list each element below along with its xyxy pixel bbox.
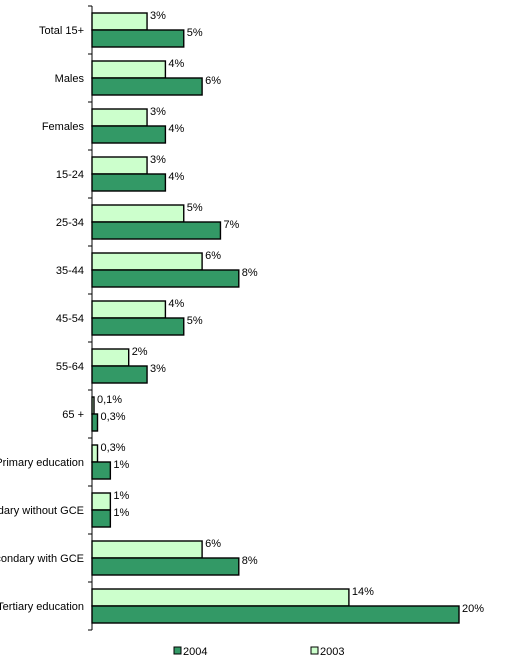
- bar-2003: [91, 156, 148, 175]
- category-label: 45-54: [56, 313, 84, 325]
- bar-2004: [91, 509, 112, 528]
- bar-2004: [91, 173, 167, 192]
- value-label-2003: 1%: [113, 490, 129, 502]
- category-labels: Total 15+ Males Females 15-24 25-34 35-44 45-5…: [0, 25, 84, 613]
- bar-2004: [91, 269, 240, 288]
- category-label: 35-44: [56, 265, 84, 277]
- category-label: 15-24: [56, 169, 84, 181]
- value-label-2003: 4%: [168, 58, 184, 70]
- legend-label-2003: 2003: [320, 646, 344, 658]
- bar-2004: [91, 365, 148, 384]
- value-label-2004: 1%: [113, 459, 129, 471]
- value-label-2004: 1%: [113, 507, 129, 519]
- category-label: Total 15+: [39, 25, 84, 37]
- value-labels: 3%5%4%6%3%4%3%4%5%7%6%8%4%5%2%3%0,1%0,3%…: [97, 10, 484, 615]
- value-label-2004: 5%: [187, 315, 203, 327]
- bar-2003: [91, 444, 99, 463]
- value-label-2004: 8%: [242, 555, 258, 567]
- value-label-2004: 5%: [187, 27, 203, 39]
- category-label: Secondary with GCE: [0, 553, 84, 565]
- value-label-2003: 2%: [132, 346, 148, 358]
- value-label-2003: 14%: [352, 586, 374, 598]
- bar-2003: [91, 492, 112, 511]
- category-label: 65 +: [62, 409, 84, 421]
- bar-2003: [91, 12, 148, 31]
- category-label: Females: [42, 121, 85, 133]
- bar-2004: [91, 221, 222, 240]
- bar-2004: [91, 605, 460, 624]
- bars-group: [91, 12, 460, 624]
- bar-2004: [91, 413, 99, 432]
- bar-2003: [91, 300, 167, 319]
- value-label-2003: 3%: [150, 106, 166, 118]
- bar-2003: [91, 108, 148, 127]
- bar-2003: [91, 588, 350, 607]
- legend-swatch-2003: [310, 646, 319, 655]
- category-label: Tertiary education: [0, 601, 84, 613]
- value-label-2003: 5%: [187, 202, 203, 214]
- category-label: 55-64: [56, 361, 84, 373]
- bar-2003: [91, 252, 203, 271]
- value-label-2004: 0,3%: [101, 411, 126, 423]
- category-label: Secondary without GCE: [0, 505, 84, 517]
- value-label-2003: 0,3%: [101, 442, 126, 454]
- value-label-2004: 4%: [168, 123, 184, 135]
- bar-2003: [91, 348, 130, 367]
- value-label-2004: 3%: [150, 363, 166, 375]
- value-label-2003: 4%: [168, 298, 184, 310]
- value-label-2004: 8%: [242, 267, 258, 279]
- bar-2004: [91, 125, 167, 144]
- category-label: 25-34: [56, 217, 84, 229]
- value-label-2003: 3%: [150, 10, 166, 22]
- category-label: Males: [55, 73, 85, 85]
- bar-2003: [91, 540, 203, 559]
- bar-2004: [91, 29, 185, 48]
- value-label-2004: 7%: [223, 219, 239, 231]
- bar-2004: [91, 77, 203, 96]
- bar-2003: [91, 204, 185, 223]
- legend: 2004 2003: [173, 646, 344, 658]
- value-label-2003: 3%: [150, 154, 166, 166]
- value-label-2004: 4%: [168, 171, 184, 183]
- value-label-2004: 6%: [205, 75, 221, 87]
- legend-label-2004: 2004: [183, 646, 207, 658]
- value-label-2003: 6%: [205, 250, 221, 262]
- value-label-2004: 20%: [462, 603, 484, 615]
- bar-2004: [91, 317, 185, 336]
- bar-2004: [91, 461, 112, 480]
- value-label-2003: 0,1%: [97, 394, 122, 406]
- value-label-2003: 6%: [205, 538, 221, 550]
- axis-ticks: [88, 5, 92, 631]
- legend-swatch-2004: [173, 646, 182, 655]
- bar-2003: [91, 60, 167, 79]
- bar-2004: [91, 557, 240, 576]
- category-label: Primary education: [0, 457, 84, 469]
